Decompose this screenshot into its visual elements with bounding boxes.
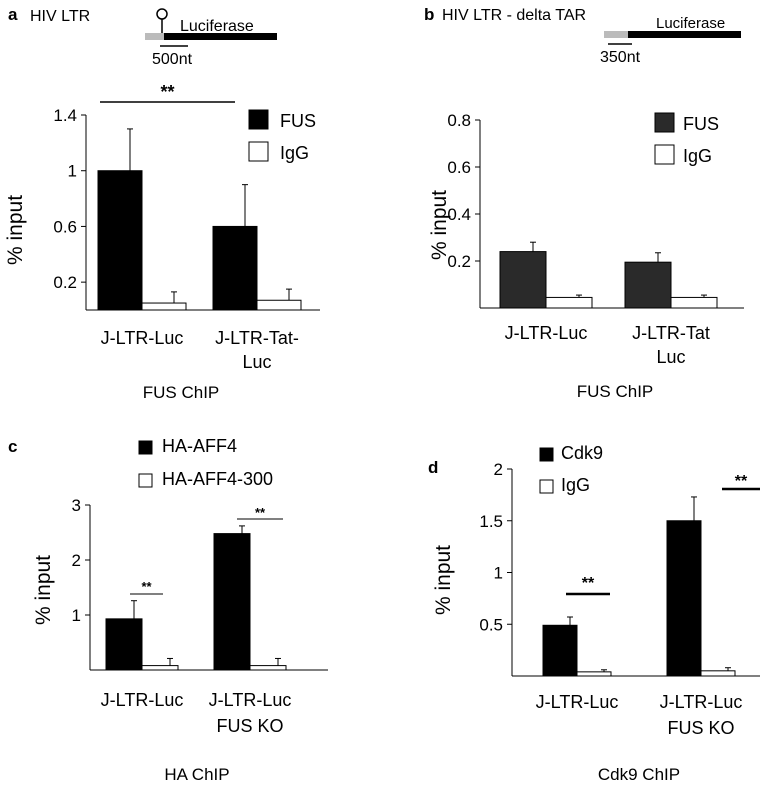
y-axis-label: % input	[432, 545, 455, 615]
y-tick-label: 0.8	[447, 111, 471, 130]
category-label: J-LTR-Luc	[101, 328, 184, 348]
y-tick-label: 0.4	[447, 205, 471, 224]
bar-open	[576, 671, 612, 677]
legend-label: IgG	[561, 475, 590, 495]
legend-label: HA-AFF4-300	[162, 469, 273, 489]
y-axis-label: % input	[428, 190, 451, 260]
category-label: J-LTR-Luc	[536, 692, 619, 712]
legend-label: Cdk9	[561, 443, 603, 463]
y-tick-label: 1.4	[53, 106, 77, 125]
y-tick-label: 1.5	[479, 512, 503, 531]
schematic-title-a: HIV LTR	[30, 8, 90, 25]
category-label: J-LTR-Luc	[660, 692, 743, 712]
category-label: FUS KO	[216, 716, 283, 736]
legend-swatch	[654, 112, 675, 133]
legend-label: IgG	[683, 146, 712, 166]
significance-label: **	[160, 82, 174, 102]
y-tick-label: 1	[72, 606, 81, 625]
chart-a: 0.2 0.6 1 1.4 % input J-LTR-Luc J-LTR-Tat- Luc F…	[4, 82, 320, 372]
y-tick-label: 1	[494, 564, 503, 583]
schematic-title-b: HIV LTR - delta TAR	[442, 7, 586, 24]
category-label: FUS KO	[667, 718, 734, 738]
y-tick-label: 0.6	[53, 217, 77, 236]
chip-label-a: FUS ChIP	[143, 383, 220, 402]
chip-label-c: HA ChIP	[164, 765, 229, 784]
category-label: J-LTR-Luc	[505, 323, 588, 343]
category-label: J-LTR-Tat-	[215, 328, 299, 348]
legend-label: FUS	[280, 111, 316, 131]
category-label: J-LTR-Luc	[101, 690, 184, 710]
bar-open	[141, 302, 187, 311]
construct-schematic-b: HIV LTR - delta TAR Luciferase 350nt	[442, 7, 741, 66]
legend-label: IgG	[280, 143, 309, 163]
ltr-segment-a	[145, 33, 164, 40]
legend-label: HA-AFF4	[162, 436, 237, 456]
y-axis-label: % input	[32, 555, 55, 625]
legend-swatch	[539, 479, 554, 494]
bar-solid	[213, 533, 251, 671]
legend-label: FUS	[683, 114, 719, 134]
category-label: J-LTR-Tat	[632, 323, 710, 343]
legend-swatch	[138, 473, 153, 488]
panel-b: b HIV LTR - delta TAR Luciferase 350nt 0…	[424, 5, 744, 401]
bar-solid	[105, 618, 143, 671]
panel-letter-d: d	[428, 458, 438, 477]
chip-label-b: FUS ChIP	[577, 382, 654, 401]
bar-open	[256, 299, 302, 311]
scale-label-a: 500nt	[152, 51, 193, 68]
panel-letter-a: a	[8, 5, 18, 24]
y-tick-label: 0.2	[53, 273, 77, 292]
significance-label: **	[735, 473, 748, 490]
y-axis-label: % input	[4, 195, 27, 265]
construct-schematic-a: HIV LTR Luciferase 500nt	[30, 8, 277, 68]
chart-d: 0.5 1 1.5 2 % input J-LTR-Luc J-LTR-Luc FUS KO C…	[432, 443, 760, 738]
tar-hairpin-icon	[156, 8, 168, 20]
y-tick-label: 0.6	[447, 158, 471, 177]
bar-solid	[499, 251, 547, 309]
chart-b: 0.2 0.4 0.6 0.8 % input J-LTR-Luc J-LTR-Tat Luc…	[428, 111, 744, 367]
category-label: J-LTR-Luc	[209, 690, 292, 710]
y-tick-label: 2	[72, 551, 81, 570]
luciferase-segment-a	[164, 33, 277, 40]
legend-swatch	[138, 440, 153, 455]
scale-label-b: 350nt	[600, 49, 641, 66]
bar-open	[249, 665, 287, 671]
category-label: Luc	[656, 347, 685, 367]
luciferase-segment-b	[628, 31, 741, 38]
gene-label-b: Luciferase	[656, 15, 725, 32]
y-tick-label: 1	[68, 162, 77, 181]
bar-solid	[542, 624, 578, 677]
y-tick-label: 0.5	[479, 615, 503, 634]
y-tick-label: 0.2	[447, 252, 471, 271]
y-tick-label: 3	[72, 496, 81, 515]
bar-open	[141, 665, 179, 671]
panel-a: a HIV LTR Luciferase 500nt 0.2 0.6 1 1.4 % i…	[4, 5, 320, 402]
panel-c: c 1 2 3 % input J-LTR-Luc J-LTR-Luc FUS KO HA-A…	[8, 436, 328, 784]
bar-open	[670, 296, 718, 309]
legend-swatch	[539, 447, 554, 462]
chart-c: 1 2 3 % input J-LTR-Luc J-LTR-Luc FUS KO HA-AFF…	[32, 436, 328, 736]
bar-solid	[666, 520, 702, 677]
panel-d: d 0.5 1 1.5 2 % input J-LTR-Luc J-LTR-Luc FUS K…	[428, 443, 760, 784]
legend-swatch	[654, 144, 675, 165]
bar-solid	[97, 170, 143, 311]
ltr-segment-b	[604, 31, 628, 38]
panel-letter-b: b	[424, 5, 434, 24]
significance-label: **	[582, 575, 595, 592]
panel-letter-c: c	[8, 437, 17, 456]
bar-solid	[212, 225, 258, 311]
significance-label: **	[255, 505, 266, 520]
legend-swatch	[248, 141, 269, 162]
significance-label: **	[141, 579, 152, 594]
bar-open	[700, 670, 736, 677]
bar-solid	[624, 261, 672, 309]
chip-label-d: Cdk9 ChIP	[598, 765, 680, 784]
y-tick-label: 2	[494, 460, 503, 479]
legend-swatch	[248, 109, 269, 130]
gene-label-a: Luciferase	[180, 18, 254, 35]
category-label: Luc	[242, 352, 271, 372]
bar-open	[545, 296, 593, 309]
